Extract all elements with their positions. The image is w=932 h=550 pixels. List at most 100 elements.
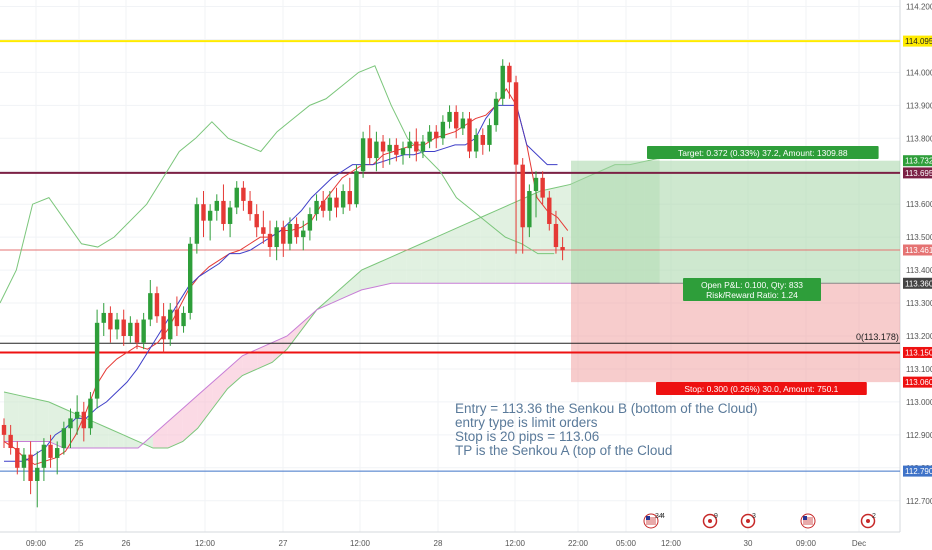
candle bbox=[114, 312, 120, 340]
candle bbox=[553, 210, 559, 254]
candle-body bbox=[434, 131, 439, 139]
candle bbox=[374, 131, 379, 172]
cloud-segment bbox=[167, 408, 183, 449]
candle-body bbox=[400, 148, 406, 155]
candle bbox=[301, 220, 306, 251]
price-tag: 112.790 bbox=[903, 465, 932, 477]
cloud-segment bbox=[48, 401, 64, 449]
candles bbox=[1, 59, 565, 508]
flag-canton bbox=[803, 516, 807, 520]
annotation-line: TP is the Senkou A (top of the Cloud bbox=[455, 443, 672, 458]
event-marker: 3 bbox=[740, 513, 756, 529]
candle-body bbox=[520, 164, 525, 228]
x-tick-label: 22:00 bbox=[568, 539, 589, 548]
cloud-segment bbox=[4, 392, 19, 442]
cloud-segment bbox=[153, 421, 168, 449]
price-tag-text: 113.060 bbox=[905, 378, 932, 387]
y-tick-label: 114.200 bbox=[906, 3, 932, 12]
candle bbox=[121, 309, 126, 346]
candle-body bbox=[334, 197, 339, 208]
candle-body bbox=[374, 141, 379, 159]
candle-body bbox=[74, 411, 80, 419]
cloud-segment bbox=[540, 187, 556, 284]
candle-body bbox=[108, 312, 113, 330]
price-tag: 113.360 bbox=[903, 277, 932, 289]
cloud-segment bbox=[197, 382, 213, 429]
candle bbox=[241, 181, 246, 211]
cloud-segment bbox=[376, 256, 392, 287]
candle bbox=[254, 204, 259, 238]
cloud-segment bbox=[287, 322, 302, 350]
cloud-segment bbox=[406, 243, 422, 284]
price-tag: 113.732 bbox=[903, 155, 932, 167]
candle-body bbox=[161, 316, 166, 340]
price-tag: 114.095 bbox=[903, 35, 932, 47]
candle-body bbox=[460, 118, 466, 129]
candle bbox=[81, 401, 86, 442]
cloud-segment bbox=[361, 263, 377, 290]
time-axis[interactable]: 09:00 25 26 12:00 27 12:00 28 12:00 22:00 05:00 12… bbox=[26, 539, 866, 548]
candle-body bbox=[227, 207, 233, 224]
senkou-b-line bbox=[4, 282, 660, 449]
candle bbox=[234, 181, 239, 215]
stop-label: Stop: 0.300 (0.26%) 30.0, Amount: 750.1 bbox=[656, 382, 867, 395]
candle-body bbox=[487, 125, 492, 145]
candle bbox=[274, 220, 279, 261]
cloud-segment bbox=[555, 184, 571, 284]
candle-body bbox=[360, 138, 366, 172]
senkou-a-line bbox=[3, 157, 660, 449]
target-center bbox=[746, 519, 750, 523]
candle-body bbox=[35, 467, 40, 481]
candle-body bbox=[61, 428, 67, 449]
y-tick-label: 113.000 bbox=[906, 398, 932, 407]
annotation-text: Entry = 113.36 the Senkou B (bottom of t… bbox=[455, 401, 758, 458]
candle bbox=[414, 128, 419, 162]
candle-body bbox=[214, 200, 219, 211]
candle bbox=[507, 62, 512, 99]
candle bbox=[420, 135, 426, 159]
candle-body bbox=[15, 448, 20, 468]
candle bbox=[493, 92, 499, 132]
pnl-label-text: Open P&L: 0.100, Qty: 833 bbox=[701, 280, 803, 290]
candle bbox=[261, 210, 266, 244]
candle bbox=[334, 187, 339, 218]
candle bbox=[387, 138, 392, 165]
x-tick-label: Dec bbox=[852, 539, 866, 548]
candle bbox=[8, 424, 13, 455]
candle bbox=[88, 392, 93, 435]
price-tag: 113.150 bbox=[903, 346, 932, 358]
candle-body bbox=[207, 210, 213, 221]
candle bbox=[394, 138, 399, 162]
candle bbox=[141, 312, 146, 350]
y-tick-label: 113.500 bbox=[906, 233, 932, 242]
price-axis[interactable]: 114.200114.100114.000113.900113.800113.7… bbox=[903, 3, 932, 506]
candle bbox=[194, 197, 200, 254]
candle bbox=[74, 395, 80, 435]
candle bbox=[41, 438, 47, 481]
x-tick-label: 12:00 bbox=[505, 539, 526, 548]
candle bbox=[360, 131, 366, 178]
event-markers[interactable]: 344 9 3 2 bbox=[643, 513, 876, 529]
candle-body bbox=[114, 319, 120, 330]
cloud-segment bbox=[480, 210, 496, 284]
horizontal-line-label: 0(113.178) bbox=[856, 332, 899, 342]
candle-body bbox=[28, 454, 33, 481]
candle bbox=[447, 105, 452, 129]
event-count-extra: 4 bbox=[661, 513, 665, 520]
candle bbox=[427, 125, 432, 149]
candle-body bbox=[354, 171, 359, 205]
cloud-segment bbox=[346, 270, 362, 297]
candle bbox=[168, 303, 173, 346]
candle-body bbox=[547, 197, 552, 224]
annotation-line: Stop is 20 pips = 113.06 bbox=[455, 429, 599, 444]
candle-body bbox=[513, 82, 519, 165]
x-tick-label: 12:00 bbox=[195, 539, 216, 548]
candle bbox=[454, 105, 459, 139]
candle-body bbox=[121, 319, 126, 336]
candle bbox=[287, 217, 293, 251]
x-tick-label: 12:00 bbox=[350, 539, 371, 548]
cloud-segment bbox=[182, 395, 198, 442]
candle bbox=[221, 184, 226, 231]
candle-body bbox=[507, 65, 512, 83]
